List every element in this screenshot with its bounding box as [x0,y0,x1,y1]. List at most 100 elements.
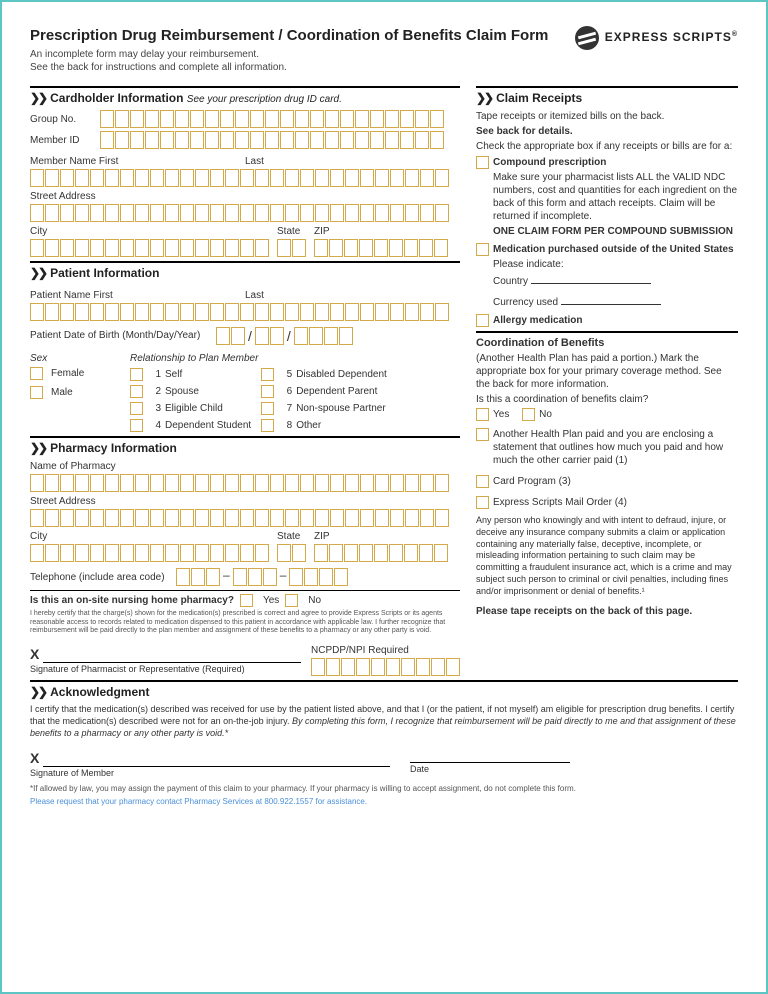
pharmacy-zip-input[interactable] [314,544,448,562]
outside-checkbox[interactable] [476,243,489,256]
footer-note-1: *If allowed by law, you may assign the p… [30,784,738,794]
member-id-label: Member ID [30,134,94,147]
outside-label: Medication purchased outside of the Unit… [493,244,734,255]
pharmacist-sig-x: X [30,645,39,663]
member-sig-line[interactable] [43,753,390,767]
city-label: City [30,225,269,238]
cob-opt1-checkbox[interactable] [476,428,489,441]
onsite-question: Is this an on-site nursing home pharmacy… [30,594,234,607]
receipts-line3: Check the appropriate box if any receipt… [476,140,738,153]
logo-icon [575,26,599,50]
pharmacy-street-input[interactable] [30,509,460,527]
cob-intro: (Another Health Plan has paid a portion.… [476,352,738,391]
cob-opt1-label: Another Health Plan paid and you are enc… [493,428,738,467]
receipts-line1: Tape receipts or itemized bills on the b… [476,110,738,123]
logo: EXPRESS SCRIPTS® [575,26,738,50]
date-label: Date [410,764,570,776]
subtitle-2: See the back for instructions and comple… [30,61,575,74]
pharmacy-street-label: Street Address [30,495,460,508]
rel-7-checkbox[interactable] [261,402,274,415]
cardholder-heading: ❯❯Cardholder Information See your prescr… [30,91,460,107]
state-input[interactable] [277,239,306,257]
receipts-heading: ❯❯Claim Receipts [476,91,738,107]
ncpdp-input[interactable] [311,658,460,676]
receipts-line2: See back for details. [476,125,738,138]
rel-2-checkbox[interactable] [130,385,143,398]
subtitle-1: An incomplete form may delay your reimbu… [30,48,575,61]
one-claim-text: ONE CLAIM FORM PER COMPOUND SUBMISSION [493,225,738,238]
member-id-input[interactable] [100,131,444,149]
cob-opt3-label: Express Scripts Mail Order (4) [493,496,627,509]
rel-4-checkbox[interactable] [130,419,143,432]
member-sig-x: X [30,749,39,767]
female-label: Female [51,367,84,380]
member-sig-label: Signature of Member [30,768,390,780]
rel-1-checkbox[interactable] [130,368,143,381]
patient-heading: ❯❯Patient Information [30,266,460,282]
date-line[interactable] [410,749,570,763]
state-label: State [277,225,306,238]
ack-text: I certify that the medication(s) describ… [30,704,738,739]
phone-input[interactable]: –– [176,568,348,586]
indicate-text: Please indicate: [493,258,738,271]
member-last-label: Last [245,155,460,168]
patient-first-label: Patient Name First [30,289,245,302]
logo-text: EXPRESS SCRIPTS® [605,30,738,46]
currency-input[interactable] [561,294,661,305]
pharmacy-heading: ❯❯Pharmacy Information [30,441,460,457]
tape-text: Please tape receipts on the back of this… [476,605,738,618]
pharmacy-city-label: City [30,530,269,543]
sex-label: Sex [30,352,110,365]
cob-opt2-label: Card Program (3) [493,475,571,488]
cob-heading: Coordination of Benefits [476,336,738,350]
pharmacy-cert-text: I hereby certify that the charge(s) show… [30,610,460,635]
female-checkbox[interactable] [30,367,43,380]
onsite-no-checkbox[interactable] [285,594,298,607]
allergy-label: Allergy medication [493,314,582,327]
patient-name-input[interactable] [30,303,460,321]
zip-label: ZIP [314,225,448,238]
dob-label: Patient Date of Birth (Month/Day/Year) [30,329,210,342]
male-checkbox[interactable] [30,386,43,399]
street-input[interactable] [30,204,460,222]
rel-8-checkbox[interactable] [261,419,274,432]
pharmacist-sig-line[interactable] [43,649,301,663]
city-input[interactable] [30,239,269,257]
group-no-label: Group No. [30,113,94,126]
patient-last-label: Last [245,289,460,302]
pharmacy-name-input[interactable] [30,474,460,492]
currency-label: Currency used [493,297,558,308]
ncpdp-label: NCPDP/NPI Required [311,644,460,657]
cob-no-checkbox[interactable] [522,408,535,421]
country-input[interactable] [531,273,651,284]
ack-heading: ❯❯Acknowledgment [30,685,738,701]
pharmacy-state-input[interactable] [277,544,306,562]
cob-yes-checkbox[interactable] [476,408,489,421]
member-name-input[interactable] [30,169,460,187]
pharmacy-name-label: Name of Pharmacy [30,460,460,473]
compound-text: Make sure your pharmacist lists ALL the … [493,171,738,223]
country-label: Country [493,276,528,287]
cob-opt3-checkbox[interactable] [476,496,489,509]
male-label: Male [51,386,73,399]
relationship-label: Relationship to Plan Member [130,352,460,365]
zip-input[interactable] [314,239,448,257]
allergy-checkbox[interactable] [476,314,489,327]
onsite-yes-checkbox[interactable] [240,594,253,607]
cob-opt2-checkbox[interactable] [476,475,489,488]
group-no-input[interactable] [100,110,444,128]
header: Prescription Drug Reimbursement / Coordi… [30,26,738,74]
form-title: Prescription Drug Reimbursement / Coordi… [30,26,575,46]
cob-question: Is this a coordination of benefits claim… [476,393,738,406]
left-column: ❯❯Cardholder Information See your prescr… [30,82,460,676]
footer-note-2: Please request that your pharmacy contac… [30,797,738,807]
right-column: ❯❯Claim Receipts Tape receipts or itemiz… [476,82,738,676]
dob-input[interactable]: // [216,327,353,345]
rel-6-checkbox[interactable] [261,385,274,398]
compound-checkbox[interactable] [476,156,489,169]
pharmacy-state-label: State [277,530,306,543]
rel-5-checkbox[interactable] [261,368,274,381]
rel-3-checkbox[interactable] [130,402,143,415]
compound-label: Compound prescription [493,157,606,168]
pharmacy-city-input[interactable] [30,544,269,562]
